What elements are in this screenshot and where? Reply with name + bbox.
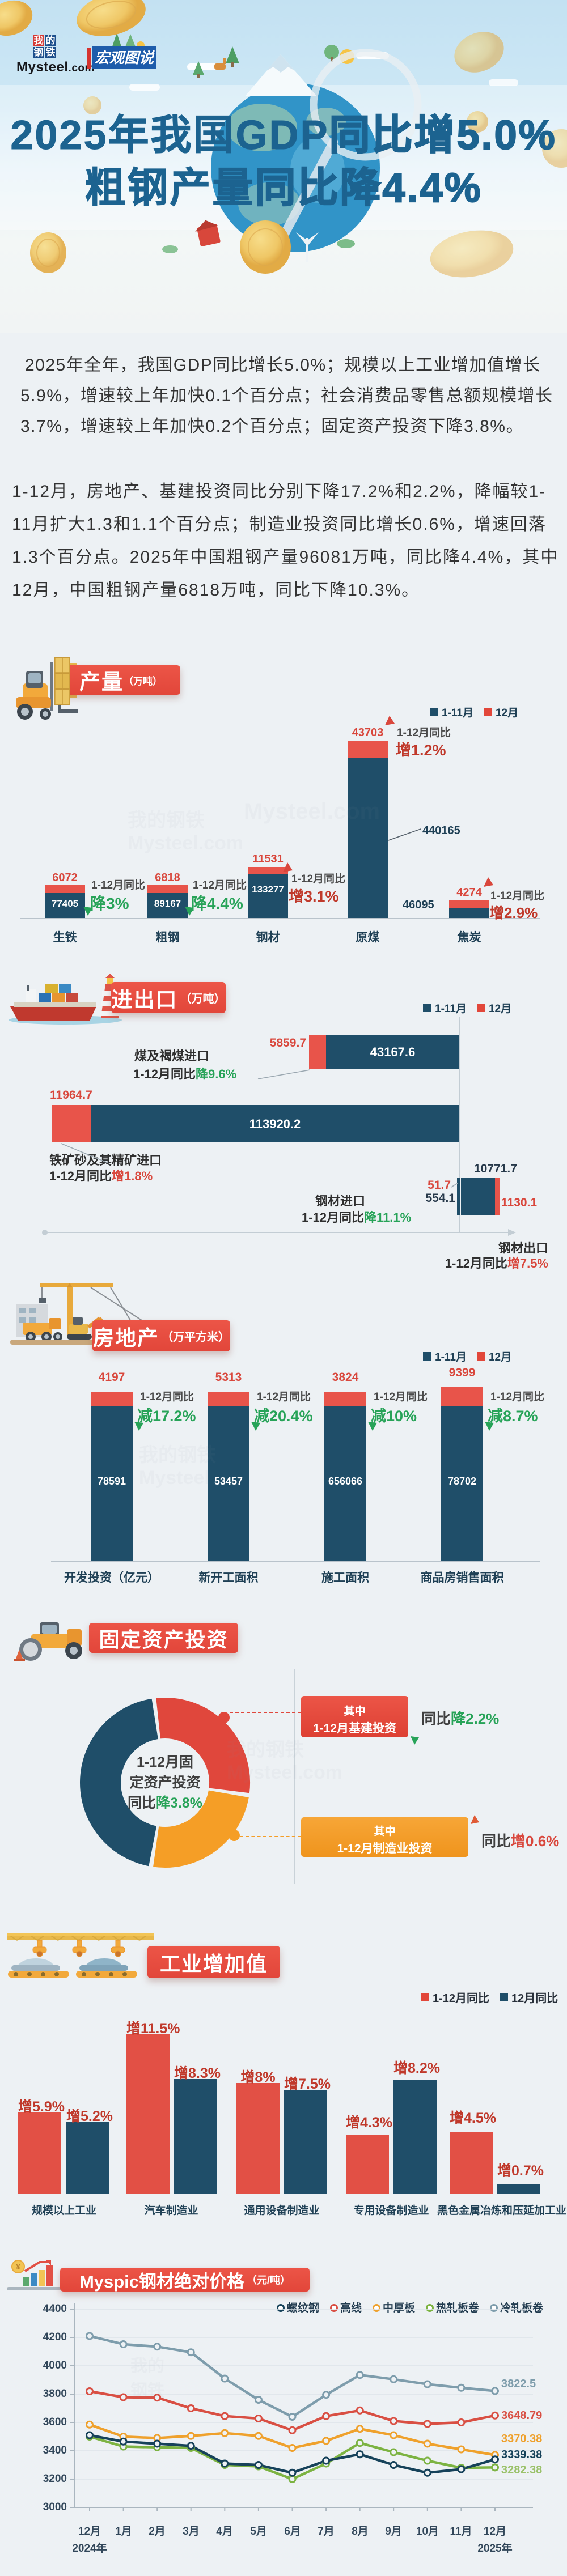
svg-text:¥: ¥ xyxy=(16,2262,20,2271)
